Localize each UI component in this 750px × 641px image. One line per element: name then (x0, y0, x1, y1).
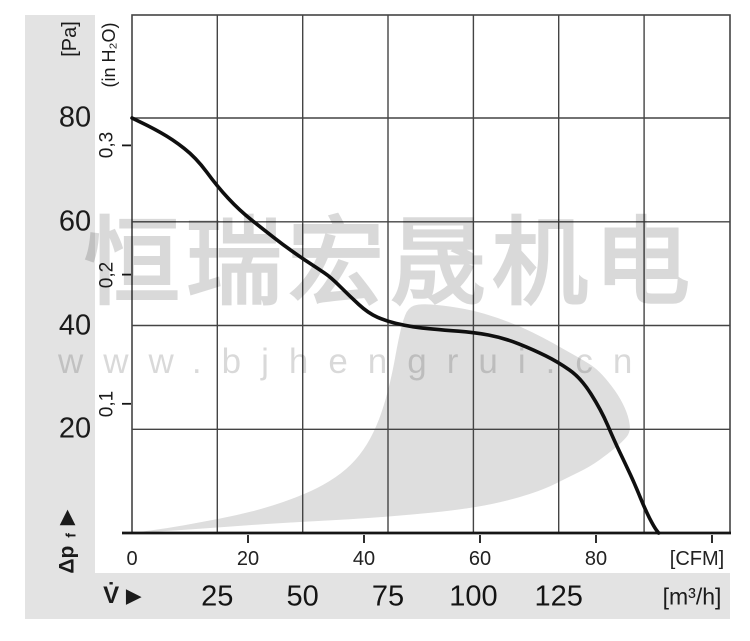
pa-tick-label: 20 (58, 412, 92, 445)
up-arrow-icon: ▶ (56, 510, 78, 526)
grid-lines (132, 15, 730, 533)
cfm-tick-label: 60 (468, 548, 492, 570)
pressure-axis-symbol: Δp f ▶ (55, 510, 79, 574)
axis-band-bottom (25, 573, 730, 619)
delta-p-label: Δp (55, 545, 79, 574)
flow-axis-symbol: V̇ ▶ (103, 584, 141, 608)
cfm-tick-label: 0 (126, 548, 138, 570)
right-arrow-icon: ▶ (126, 585, 141, 607)
watermark-url: www.bjhengrui.cn (58, 342, 653, 381)
axis-band-left (25, 15, 95, 619)
pa-unit-label: [Pa] (59, 21, 81, 57)
m3h-tick-label: 125 (534, 580, 583, 613)
fan-curve (130, 116, 661, 535)
inh2o-tick-label: 0,2 (96, 261, 118, 288)
operating-range-region (140, 304, 630, 533)
inh2o-tick-label: 0,1 (96, 390, 118, 418)
m3h-tick-label: 25 (201, 580, 234, 613)
delta-p-subscript: f (62, 533, 79, 538)
v-dot-label: V̇ (103, 582, 120, 609)
cfm-tick-label: 20 (236, 548, 260, 570)
m3h-tick-label: 75 (371, 580, 405, 613)
inh2o-tick-label: 0,3 (96, 132, 118, 159)
cfm-tick-label: 80 (584, 548, 608, 570)
pa-tick-label: 40 (58, 309, 92, 341)
cfm-unit-label: [CFM] (669, 548, 725, 570)
m3h-unit-label: [m³/h] (662, 583, 722, 610)
m3h-tick-label: 50 (286, 580, 319, 613)
pa-tick-label: 80 (58, 101, 92, 134)
cfm-tick-label: 40 (352, 548, 376, 570)
m3h-tick-label: 100 (449, 580, 498, 613)
inh2o-unit-label: (in H₂O) (99, 22, 119, 88)
pa-tick-label: 60 (58, 205, 92, 238)
axis-ticks (122, 144, 713, 543)
watermark-chinese: 恒瑞宏晟机电 (84, 210, 696, 317)
